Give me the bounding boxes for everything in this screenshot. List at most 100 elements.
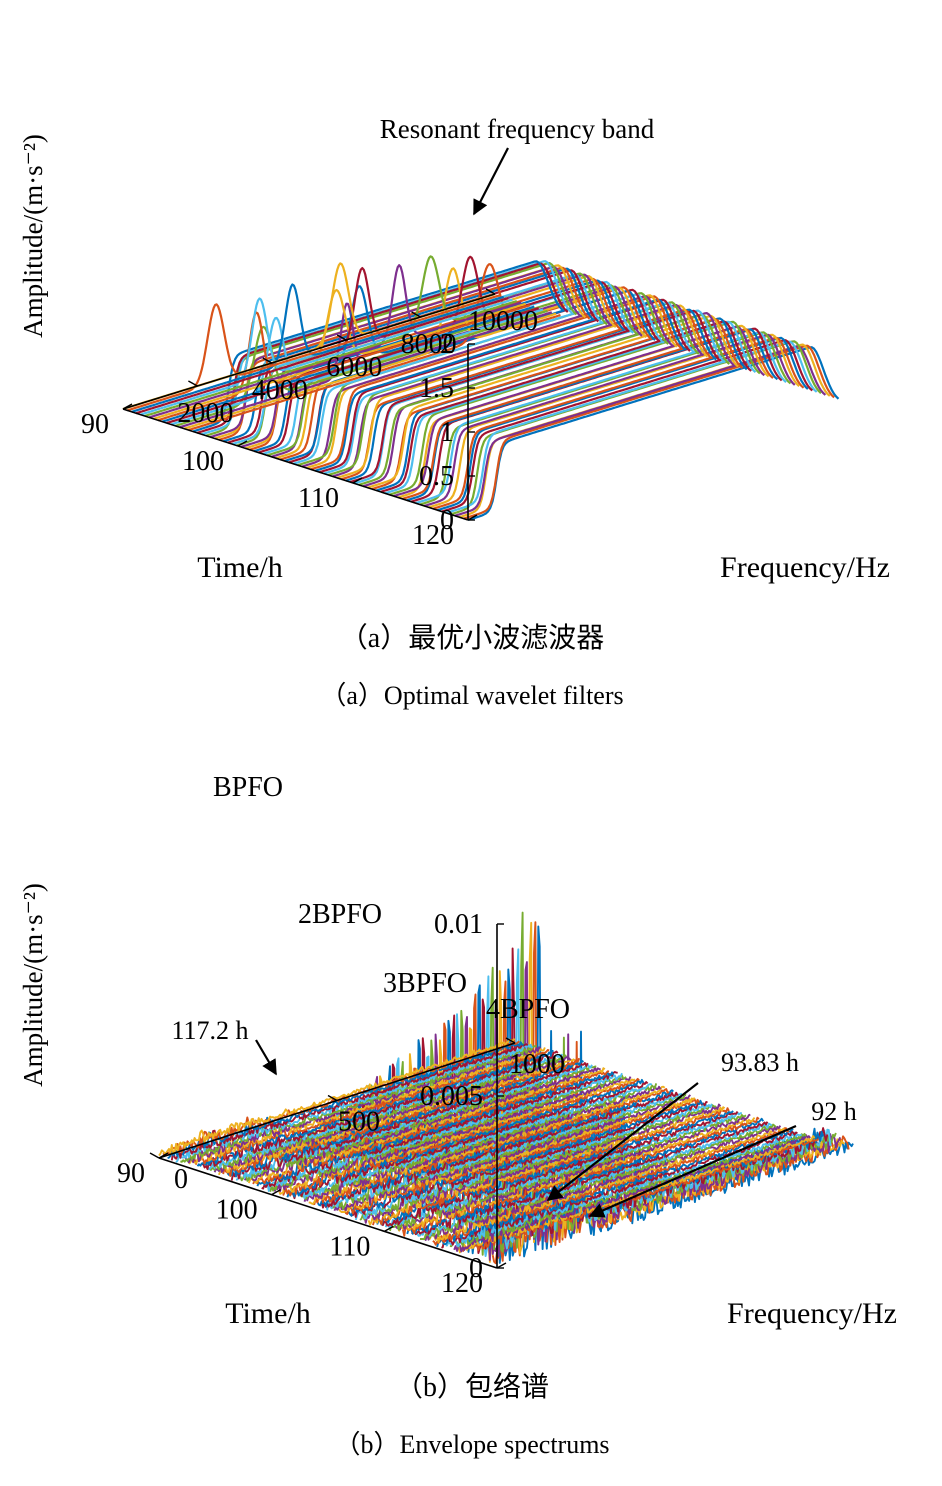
panel-b-time-tick-label-1: 100 <box>216 1195 258 1226</box>
panel-a-z-tick-label-2: 1 <box>440 417 454 448</box>
panel-b-harmonic-label-4: 4BPFO <box>486 994 570 1025</box>
panel-a-ylabel: Time/h <box>197 551 283 584</box>
panel-a-z-tick-label-3: 1.5 <box>419 373 454 404</box>
panel-b-series-line-25 <box>389 1039 747 1232</box>
panel-a-freq-tick-label-0: 2000 <box>177 398 233 429</box>
panel-b-caption-en: （b）Envelope spectrums <box>334 1430 609 1459</box>
panel-b-series-line-54 <box>265 1072 623 1192</box>
panel-a-series-line-74 <box>144 255 518 418</box>
panel-b-annotation-93-83h: 93.83 h <box>721 1048 799 1077</box>
panel-b-caption-cn: （b）包络谱 <box>395 1371 549 1403</box>
panel-a-time-tick-label-3: 120 <box>412 520 454 551</box>
panel-b-series-line-18 <box>419 1009 777 1241</box>
panel-b-arrow-93-83h <box>546 1082 699 1201</box>
panel-a-time-tick-3 <box>467 514 478 521</box>
panel-b-series-line-42 <box>316 1089 674 1207</box>
panel-a-series-line-72 <box>153 288 526 420</box>
panel-a-chart: 00.511.529010011012020004000600080001000… <box>18 114 890 584</box>
panel-b-series-line-16 <box>428 1027 785 1244</box>
panel-a-freq-tick-label-2: 6000 <box>326 352 382 383</box>
panel-a-series-line-67 <box>175 309 548 427</box>
panel-b-series-line-24 <box>393 1033 751 1231</box>
panel-a-annotation-arrow <box>473 147 509 216</box>
panel-b-labels: Amplitude/(m·s⁻²) Time/h Frequency/Hz BP… <box>18 772 897 1330</box>
panel-b-z-tick-label-1: 0.005 <box>420 1081 483 1112</box>
panel-a-zlabel: Amplitude/(m·s⁻²) <box>18 134 48 338</box>
panel-b-harmonic-label-3: 3BPFO <box>383 968 467 999</box>
panel-a-series-line-77 <box>131 283 505 413</box>
panel-b-annotation-92h: 92 h <box>811 1097 857 1126</box>
panel-a-series-line-68 <box>170 308 544 426</box>
panel-b-series-line-58 <box>247 1067 606 1184</box>
panel-b-series-line-26 <box>384 1055 743 1229</box>
panel-a-freq-tick-label-3: 8000 <box>401 329 457 360</box>
panel-a-time-tick-2 <box>352 477 363 484</box>
panel-b-z-tick-label-2: 0.01 <box>434 909 483 940</box>
panel-b-series-line-35 <box>347 1065 704 1217</box>
panel-b-series-line-60 <box>239 1065 597 1182</box>
panel-b-harmonic-label-1: BPFO <box>213 772 283 803</box>
panel-b-series-line-51 <box>277 1078 636 1195</box>
panel-a-time-tick-label-2: 110 <box>298 483 339 514</box>
panel-b-freq-tick-1 <box>327 1094 338 1102</box>
panel-b-series-line-79 <box>158 1038 515 1157</box>
panel-b-series-line-62 <box>230 1062 589 1181</box>
panel-b-series-line-17 <box>423 1016 782 1241</box>
panel-a-time-tick-label-0: 90 <box>81 409 109 440</box>
panel-a-series-line-66 <box>179 302 553 429</box>
panel-b-freq-tick-label-0: 0 <box>174 1164 188 1195</box>
panel-a-annotation-resonant-band: Resonant frequency band <box>380 114 655 144</box>
panel-b-series-line-29 <box>371 1067 730 1226</box>
panel-a-freq-tick-0 <box>188 380 198 387</box>
panel-a-series-line-71 <box>157 304 531 422</box>
panel-a-series-line-64 <box>188 263 561 432</box>
panel-b-arrow-92h <box>588 1124 797 1218</box>
panel-b-time-tick-label-3: 120 <box>441 1268 483 1299</box>
panel-b-freq-tick-label-2: 1000 <box>509 1049 565 1080</box>
panel-b-series-line-53 <box>269 1074 627 1193</box>
panel-b-series-line-21 <box>406 1019 765 1235</box>
panel-b-zlabel: Amplitude/(m·s⁻²) <box>18 883 48 1087</box>
panel-a-freq-axis-line <box>122 293 496 410</box>
panel-a-labels: Amplitude/(m·s⁻²) Time/h Frequency/Hz Re… <box>18 114 890 584</box>
panel-b-harmonic-label-2: 2BPFO <box>298 899 382 930</box>
panel-b-time-tick-label-2: 110 <box>329 1231 370 1262</box>
panel-a-time-axis-line <box>122 408 469 521</box>
panel-b-time-tick-1 <box>271 1189 282 1196</box>
panel-a-z-tick-label-4: 2 <box>440 329 454 360</box>
panel-b-series-line-36 <box>342 1086 700 1215</box>
panel-a-series-line-65 <box>183 267 557 430</box>
panel-a-freq-tick-label-1: 4000 <box>252 375 308 406</box>
panel-a-series-line-76 <box>135 267 509 415</box>
panel-a-time-tick-label-1: 100 <box>182 446 224 477</box>
panel-b-annotation-117-2h: 117.2 h <box>171 1016 248 1045</box>
panel-b-series-line-71 <box>192 1049 550 1165</box>
panel-a-freq-tick-2 <box>336 334 347 341</box>
panel-b-series-line-64 <box>222 1057 581 1177</box>
panel-a-axes: 00.511.529010011012020004000600080001000… <box>81 288 538 551</box>
panel-b-xlabel: Frequency/Hz <box>727 1297 897 1330</box>
panel-a-caption-cn: （a）最优小波滤波器 <box>340 622 604 654</box>
panel-a-series-line-75 <box>140 297 513 416</box>
panel-b-series-line-65 <box>218 1058 576 1176</box>
panel-b-series-line-12 <box>445 975 803 1248</box>
panel-b-ylabel: Time/h <box>225 1297 311 1330</box>
panel-b-series-line-49 <box>286 1078 645 1198</box>
panel-b-freq-tick-2 <box>505 1037 516 1044</box>
panel-a-series-line-69 <box>166 255 539 425</box>
panel-a-xlabel: Frequency/Hz <box>720 551 890 584</box>
panel-a-series-group <box>122 255 840 522</box>
panel-b-freq-tick-0 <box>149 1152 160 1159</box>
panel-a-series-line-62 <box>196 262 569 434</box>
panel-a-series-line-78 <box>127 294 500 412</box>
panel-a-freq-tick-1 <box>262 357 273 364</box>
panel-a-series-line-57 <box>218 266 591 441</box>
panel-a-time-tick-1 <box>237 440 248 447</box>
panel-b-freq-tick-label-1: 500 <box>338 1107 380 1138</box>
panel-b-series-line-44 <box>308 1085 666 1205</box>
panel-b-series-line-11 <box>449 966 807 1248</box>
